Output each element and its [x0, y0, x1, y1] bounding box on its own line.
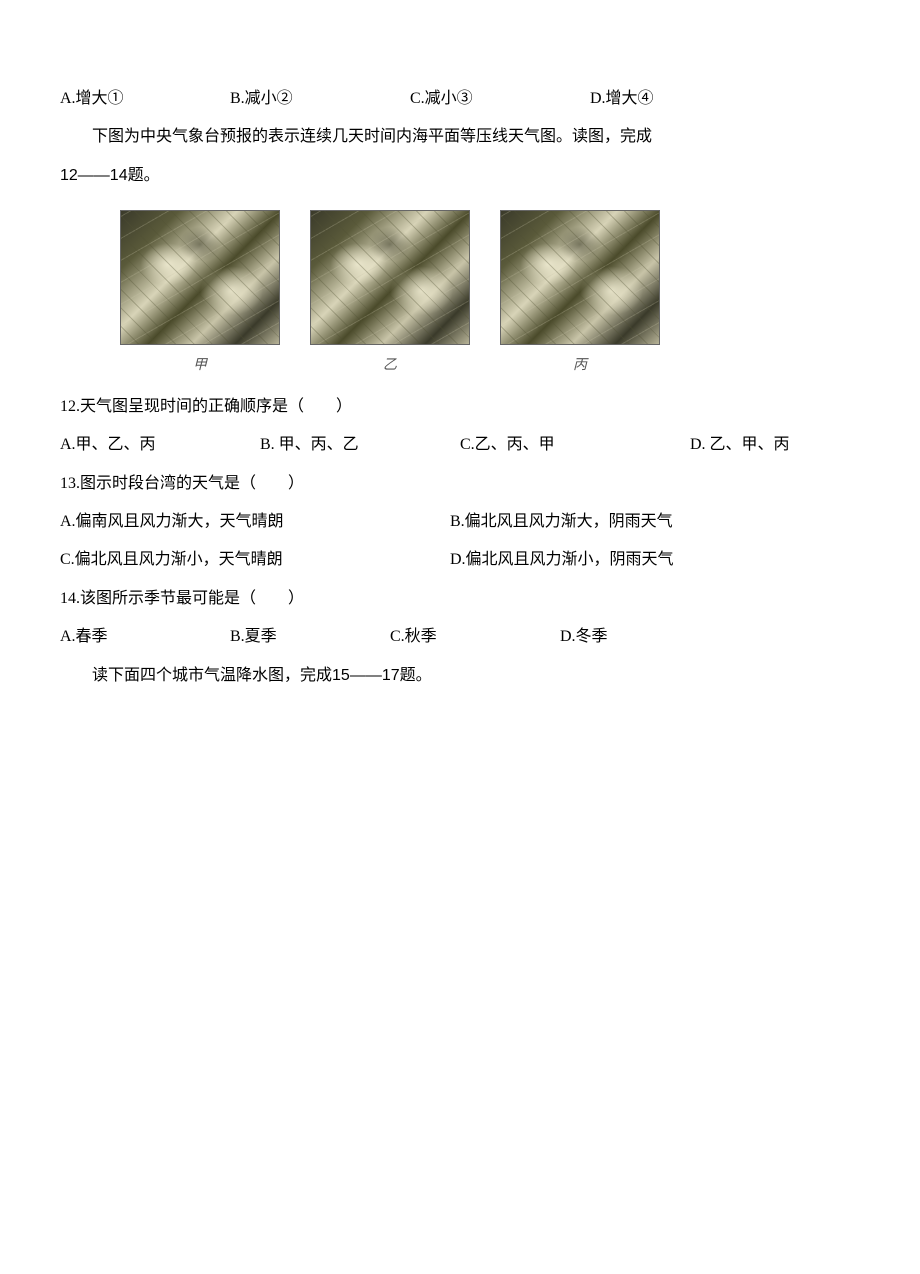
weather-map-a: [120, 210, 280, 345]
q12-option-b: B. 甲、丙、乙: [260, 426, 460, 464]
q14-option-b: B.夏季: [230, 618, 390, 656]
figure-block-a: 甲: [120, 210, 280, 383]
q12-options: A.甲、乙、丙 B. 甲、丙、乙 C.乙、丙、甲 D. 乙、甲、丙: [60, 426, 860, 464]
q13-option-d: D.偏北风且风力渐小，阴雨天气: [450, 541, 674, 579]
figure-caption-b: 乙: [383, 349, 397, 383]
intro-15-17: 读下面四个城市气温降水图，完成15——17题。: [60, 657, 860, 695]
options-row-top: A.增大① B.减小② C.减小③ D.增大④: [60, 80, 860, 118]
figure-caption-c: 丙: [573, 349, 587, 383]
option-c: C.减小③: [410, 80, 590, 118]
intro-12-14-line2: 12——14题。: [60, 157, 860, 195]
q14-option-a: A.春季: [60, 618, 230, 656]
q13-option-b: B.偏北风且风力渐大，阴雨天气: [450, 503, 673, 541]
option-d: D.增大④: [590, 80, 654, 118]
q13-option-a: A.偏南风且风力渐大，天气晴朗: [60, 503, 450, 541]
q12-option-d: D. 乙、甲、丙: [690, 426, 790, 464]
q13-stem: 13.图示时段台湾的天气是（ ）: [60, 465, 860, 503]
q14-options: A.春季 B.夏季 C.秋季 D.冬季: [60, 618, 860, 656]
q12-option-c: C.乙、丙、甲: [460, 426, 690, 464]
weather-map-b: [310, 210, 470, 345]
figure-block-c: 丙: [500, 210, 660, 383]
figure-caption-a: 甲: [193, 349, 207, 383]
intro-12-14: 下图为中央气象台预报的表示连续几天时间内海平面等压线天气图。读图，完成: [60, 118, 860, 156]
figure-block-b: 乙: [310, 210, 470, 383]
intro-range: 12——14: [60, 167, 128, 184]
intro-suffix: 题。: [128, 167, 160, 184]
q14-stem: 14.该图所示季节最可能是（ ）: [60, 580, 860, 618]
weather-map-c: [500, 210, 660, 345]
figure-row: 甲 乙 丙: [120, 210, 860, 383]
q14-option-d: D.冬季: [560, 618, 608, 656]
intro-15-17-suffix: 题。: [400, 667, 432, 684]
q12-option-a: A.甲、乙、丙: [60, 426, 260, 464]
option-b: B.减小②: [230, 80, 410, 118]
intro-line1: 下图为中央气象台预报的表示连续几天时间内海平面等压线天气图。读图，完成: [92, 128, 652, 145]
intro-15-17-prefix: 读下面四个城市气温降水图，完成: [92, 667, 332, 684]
q14-option-c: C.秋季: [390, 618, 560, 656]
intro-15-17-range: 15——17: [332, 667, 400, 684]
q13-options-row1: A.偏南风且风力渐大，天气晴朗 B.偏北风且风力渐大，阴雨天气: [60, 503, 860, 541]
option-a: A.增大①: [60, 80, 230, 118]
q13-option-c: C.偏北风且风力渐小，天气晴朗: [60, 541, 450, 579]
q12-stem: 12.天气图呈现时间的正确顺序是（ ）: [60, 388, 860, 426]
q13-options-row2: C.偏北风且风力渐小，天气晴朗 D.偏北风且风力渐小，阴雨天气: [60, 541, 860, 579]
